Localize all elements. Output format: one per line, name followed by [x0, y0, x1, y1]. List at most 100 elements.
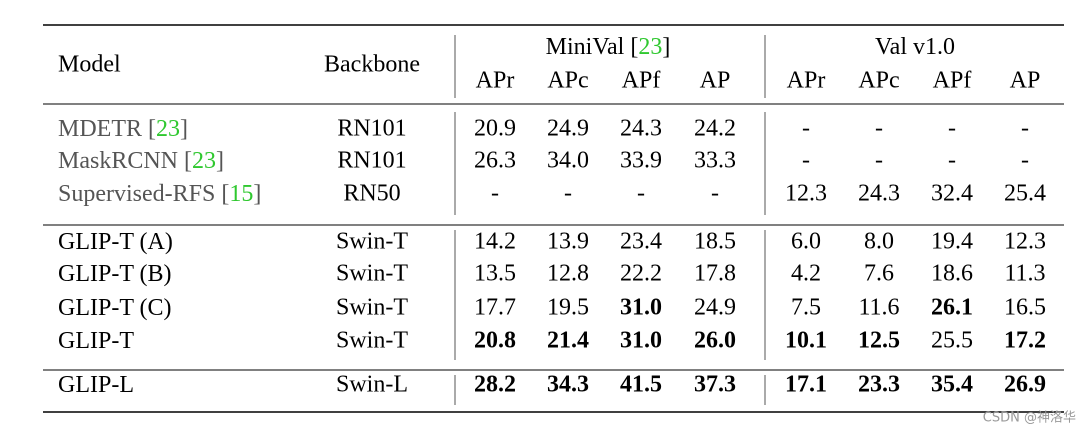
model-name: Supervised-RFS [15] [58, 181, 261, 207]
model-name: GLIP-L [58, 372, 134, 398]
cell: 33.9 [620, 148, 662, 174]
title-part: Val v1.0 [875, 34, 955, 60]
header-model: Model [58, 52, 121, 78]
column-header: APr [476, 68, 515, 94]
cell: 20.8 [474, 328, 516, 354]
cell: 37.3 [694, 372, 736, 398]
cell: 23.4 [620, 229, 662, 255]
cell: 12.3 [785, 181, 827, 207]
cell: - [948, 116, 956, 142]
cell: 26.9 [1004, 372, 1046, 398]
header-backbone: Backbone [324, 52, 420, 78]
cell: 25.5 [931, 328, 973, 354]
model-part: GLIP-T [58, 328, 134, 354]
column-header: APf [933, 68, 972, 94]
cell: 16.5 [1004, 295, 1046, 321]
cell: - [491, 181, 499, 207]
cell: - [564, 181, 572, 207]
cell: 19.5 [547, 295, 589, 321]
model-name: MDETR [23] [58, 116, 188, 142]
model-part: Supervised-RFS [ [58, 181, 229, 207]
model-name: MaskRCNN [23] [58, 148, 224, 174]
model-part: ] [253, 181, 261, 207]
cell: 12.5 [858, 328, 900, 354]
cell: 28.2 [474, 372, 516, 398]
cell: 12.8 [547, 261, 589, 287]
cell: 24.3 [620, 116, 662, 142]
model-part: GLIP-T (C) [58, 295, 172, 321]
model-part: GLIP-T (B) [58, 261, 172, 287]
model-part: ] [216, 148, 224, 174]
backbone: RN50 [343, 181, 400, 207]
cell: - [1021, 148, 1029, 174]
cell: 32.4 [931, 181, 973, 207]
cell: 31.0 [620, 328, 662, 354]
cell: - [637, 181, 645, 207]
column-header: AP [700, 68, 731, 94]
backbone: Swin-L [336, 372, 408, 398]
cell: 24.9 [694, 295, 736, 321]
model-name: GLIP-T (A) [58, 229, 173, 255]
cell: 17.2 [1004, 328, 1046, 354]
model-part: MaskRCNN [ [58, 148, 192, 174]
cell: 11.3 [1004, 261, 1045, 287]
model-part: GLIP-L [58, 372, 134, 398]
column-header: AP [1010, 68, 1041, 94]
cell: 26.0 [694, 328, 736, 354]
cell: - [802, 116, 810, 142]
group-title: MiniVal [23] [546, 34, 671, 60]
cell: 17.8 [694, 261, 736, 287]
cell: 19.4 [931, 229, 973, 255]
cell: 6.0 [791, 229, 821, 255]
title-part: MiniVal [ [546, 34, 639, 60]
model-part: 15 [229, 181, 253, 207]
cell: - [1021, 116, 1029, 142]
cell: 14.2 [474, 229, 516, 255]
cell: 34.0 [547, 148, 589, 174]
cell: 11.6 [858, 295, 899, 321]
column-header: APf [622, 68, 661, 94]
cell: 7.5 [791, 295, 821, 321]
cell: - [802, 148, 810, 174]
cell: 31.0 [620, 295, 662, 321]
backbone: Swin-T [336, 295, 408, 321]
model-part: ] [180, 116, 188, 142]
cell: 4.2 [791, 261, 821, 287]
cell: 24.2 [694, 116, 736, 142]
backbone: RN101 [337, 148, 406, 174]
cell: 12.3 [1004, 229, 1046, 255]
backbone: Swin-T [336, 328, 408, 354]
cell: 8.0 [864, 229, 894, 255]
cell: 23.3 [858, 372, 900, 398]
cell: 24.9 [547, 116, 589, 142]
column-header: APr [787, 68, 826, 94]
model-part: MDETR [ [58, 116, 156, 142]
backbone: Swin-T [336, 261, 408, 287]
model-part: 23 [156, 116, 180, 142]
cell: - [875, 116, 883, 142]
group-title: Val v1.0 [875, 34, 955, 60]
title-part: 23 [638, 34, 662, 60]
watermark: CSDN @神洛华 [983, 411, 1076, 426]
cell: 25.4 [1004, 181, 1046, 207]
cell: 20.9 [474, 116, 516, 142]
cell: - [948, 148, 956, 174]
cell: 17.1 [785, 372, 827, 398]
model-name: GLIP-T (B) [58, 261, 172, 287]
model-name: GLIP-T [58, 328, 134, 354]
cell: 7.6 [864, 261, 894, 287]
column-header: APc [547, 68, 588, 94]
model-part: 23 [192, 148, 216, 174]
model-part: GLIP-T (A) [58, 229, 173, 255]
backbone: RN101 [337, 116, 406, 142]
cell: 33.3 [694, 148, 736, 174]
cell: 24.3 [858, 181, 900, 207]
cell: 41.5 [620, 372, 662, 398]
cell: 10.1 [785, 328, 827, 354]
cell: 18.5 [694, 229, 736, 255]
cell: 35.4 [931, 372, 973, 398]
cell: 13.9 [547, 229, 589, 255]
cell: 21.4 [547, 328, 589, 354]
cell: - [711, 181, 719, 207]
